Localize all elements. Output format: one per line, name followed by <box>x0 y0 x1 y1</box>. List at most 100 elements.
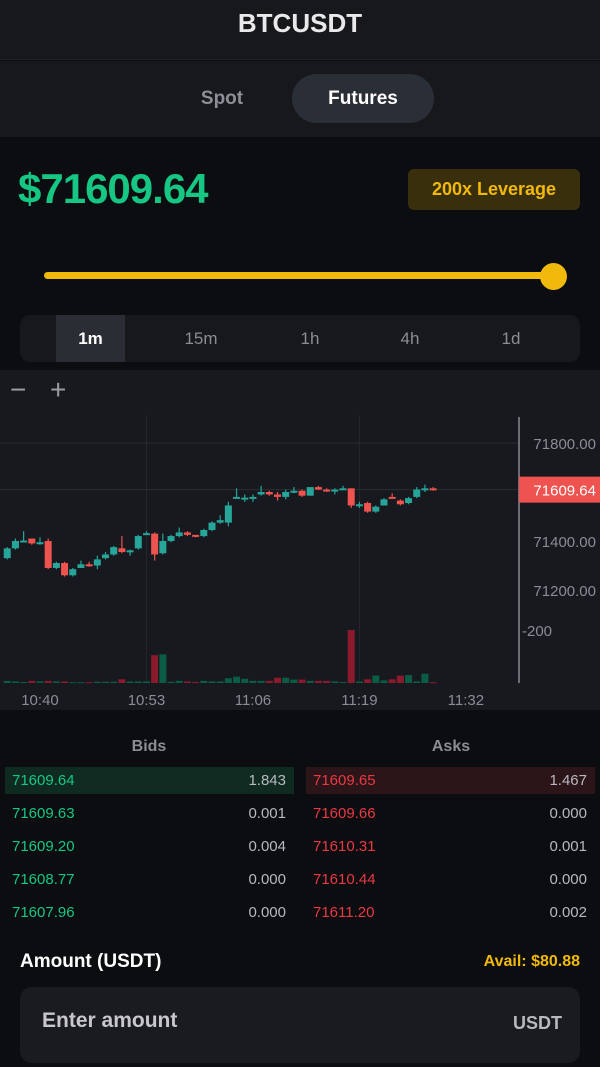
bid-price: 71609.20 <box>12 838 75 855</box>
candle-body <box>282 492 290 497</box>
leverage-slider-track[interactable] <box>44 272 556 279</box>
candle-body <box>241 497 249 500</box>
volume-bar <box>405 675 413 683</box>
candle-body <box>69 569 77 576</box>
bid-row[interactable]: 71607.96 0.000 <box>5 899 294 926</box>
volume-bar <box>429 682 437 684</box>
volume-bar <box>372 675 380 683</box>
candle-body <box>314 487 322 490</box>
volume-bar <box>102 681 110 683</box>
candle-body <box>388 496 396 499</box>
candle-body <box>372 506 380 512</box>
ask-price: 71610.31 <box>313 838 376 855</box>
volume-bar <box>298 679 306 683</box>
ask-row[interactable]: 71611.20 0.002 <box>306 899 595 926</box>
volume-bar <box>233 676 241 683</box>
candle-body <box>175 532 183 537</box>
bid-row[interactable]: 71609.20 0.004 <box>5 833 294 860</box>
timeframe-4h[interactable]: 4h <box>400 328 420 348</box>
candle-body <box>44 541 52 568</box>
candle-body <box>36 542 44 545</box>
volume-bar <box>380 680 388 683</box>
candle-body <box>85 564 93 567</box>
bid-price: 71607.96 <box>12 904 75 921</box>
time-tick-label: 10:40 <box>21 692 59 709</box>
bid-row[interactable]: 71609.64 1.843 <box>5 767 294 794</box>
candle-body <box>192 534 200 537</box>
ask-row[interactable]: 71609.66 0.000 <box>306 800 595 827</box>
ask-row[interactable]: 71610.31 0.001 <box>306 833 595 860</box>
ask-price: 71609.65 <box>313 772 376 789</box>
candle-body <box>413 489 421 497</box>
price-tick-label: 71800.00 <box>533 436 596 453</box>
volume-bar <box>421 673 429 683</box>
candle-body <box>274 494 282 497</box>
timeframe-1h[interactable]: 1h <box>300 328 320 348</box>
candle-body <box>405 498 413 504</box>
tab-spot[interactable]: Spot <box>200 87 244 109</box>
candle-body <box>380 499 388 506</box>
timeframe-1m[interactable]: 1m <box>56 315 125 362</box>
last-price-label: 71609.64 <box>533 483 596 500</box>
bid-price: 71608.77 <box>12 871 75 888</box>
candle-body <box>396 500 404 505</box>
volume-bar <box>396 675 404 683</box>
volume-bar <box>306 680 314 683</box>
bid-quantity: 0.001 <box>248 805 286 822</box>
volume-bar <box>11 681 19 683</box>
volume-bar <box>110 681 118 683</box>
volume-tick-label: -200 <box>522 623 552 640</box>
candle-body <box>183 532 191 535</box>
candle-body <box>151 533 159 555</box>
amount-label: Amount (USDT) <box>20 951 162 972</box>
volume-bar <box>126 681 134 683</box>
timeframe-15m[interactable]: 15m <box>184 328 218 348</box>
ask-quantity: 0.000 <box>549 805 587 822</box>
candle-body <box>77 564 85 568</box>
timeframe-1d[interactable]: 1d <box>501 328 521 348</box>
candle-body <box>339 488 347 491</box>
zoom-in-button[interactable]: + <box>50 374 67 405</box>
bid-quantity: 1.843 <box>248 772 286 789</box>
candlestick-chart[interactable]: − + 71800.00 71400.00 71200.00 71609.64 -200… <box>0 370 600 712</box>
candle-body <box>167 536 175 541</box>
bid-row[interactable]: 71608.77 0.000 <box>5 866 294 893</box>
bid-row[interactable]: 71609.63 0.001 <box>5 800 294 827</box>
volume-bar <box>331 681 339 683</box>
volume-bar <box>192 681 200 683</box>
page-title: BTCUSDT <box>237 8 363 38</box>
amount-input[interactable] <box>42 1009 442 1033</box>
volume-bar <box>224 678 232 683</box>
leverage-slider-handle[interactable] <box>540 263 567 290</box>
ask-row[interactable]: 71610.44 0.000 <box>306 866 595 893</box>
volume-bar <box>249 680 257 683</box>
ask-price: 71609.66 <box>313 805 376 822</box>
candle-body <box>3 548 11 559</box>
candle-body <box>306 487 314 496</box>
volume-bar <box>282 677 290 683</box>
volume-bar <box>241 678 249 683</box>
ask-row[interactable]: 71609.65 1.467 <box>306 767 595 794</box>
leverage-badge[interactable]: 200x Leverage <box>408 169 580 210</box>
candle-body <box>28 538 36 544</box>
ask-quantity: 0.002 <box>549 904 587 921</box>
volume-bar <box>290 679 298 683</box>
amount-field[interactable]: USDT <box>20 987 580 1063</box>
volume-bar <box>20 681 28 683</box>
volume-bar <box>142 681 150 683</box>
volume-bar <box>274 677 282 683</box>
price-tick-label: 71200.00 <box>533 583 596 600</box>
volume-bar <box>28 680 36 683</box>
candle-body <box>20 540 28 543</box>
candle-body <box>93 559 101 566</box>
zoom-out-button[interactable]: − <box>10 374 27 405</box>
tab-futures[interactable]: Futures <box>292 74 434 123</box>
volume-bar <box>347 630 355 683</box>
candle-body <box>110 547 118 555</box>
volume-bar <box>118 679 126 683</box>
volume-bar <box>85 682 93 684</box>
timeframe-selector: 1m 15m 1h 4h 1d <box>20 315 580 362</box>
ask-price: 71611.20 <box>313 904 375 921</box>
volume-bar <box>388 679 396 683</box>
available-balance: Avail: $80.88 <box>483 953 580 970</box>
